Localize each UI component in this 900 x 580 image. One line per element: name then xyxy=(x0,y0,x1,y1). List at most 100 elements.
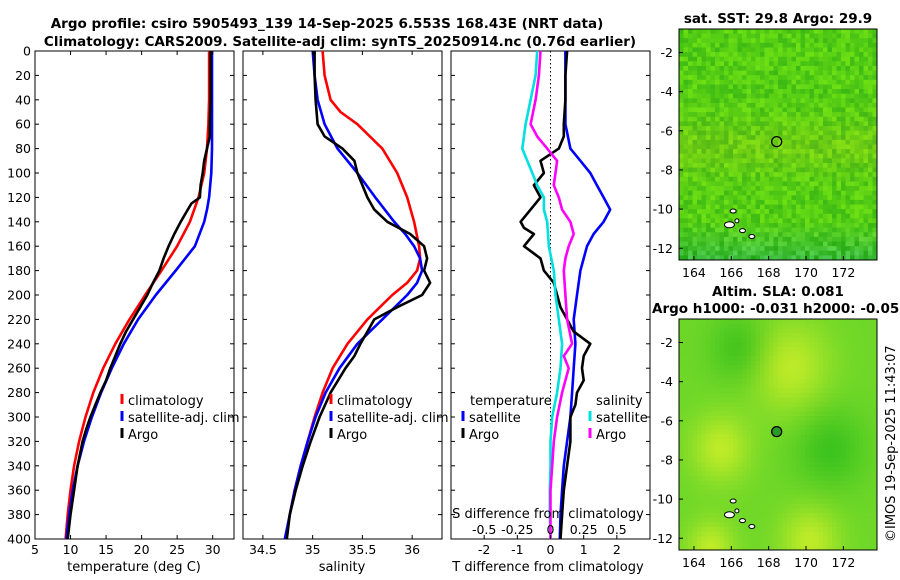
sst-island xyxy=(734,218,740,224)
difference-series-salinity-satellite xyxy=(520,51,564,539)
sla-island xyxy=(739,518,747,524)
depth-tick-label: 80 xyxy=(15,141,31,156)
temperature-series-argo xyxy=(66,51,212,539)
sst-ytick-label: -4 xyxy=(661,84,674,99)
sla-xtick-label: 166 xyxy=(719,555,743,570)
temperature-xtick-label: 15 xyxy=(98,542,114,557)
temperature-difference-legend: temperature satellite Argo xyxy=(461,394,552,443)
sst-xtick-label: 166 xyxy=(719,265,743,280)
temperature-legend-satellite-adj-clim: satellite-adj. clim xyxy=(128,411,240,426)
sst-island xyxy=(723,221,735,229)
sla-xtick-label: 172 xyxy=(831,555,855,570)
sst-argo-location-marker xyxy=(771,135,783,148)
sst-heatmap xyxy=(679,29,877,260)
sst-xtick-label: 172 xyxy=(831,265,855,280)
difference-xtick-label: 2 xyxy=(613,542,621,557)
difference-series-temperature-argo xyxy=(519,51,592,539)
sst-ytick-label: -10 xyxy=(653,202,673,217)
t-difference-xlabel: T difference from climatology xyxy=(451,560,644,575)
difference-top-tick-label: 0.5 xyxy=(607,522,627,537)
sla-map-frame xyxy=(678,318,878,551)
depth-tick-label: 300 xyxy=(7,410,31,425)
depth-tick-label: 360 xyxy=(7,483,31,498)
sla-ytick-label: -4 xyxy=(661,374,674,389)
sst-ytick-label: -6 xyxy=(661,123,674,138)
sla-xtick-label: 164 xyxy=(682,555,706,570)
sla-argo-location-marker xyxy=(771,425,783,438)
difference-top-tick-label: -0.5 xyxy=(472,522,496,537)
temperature-panel: 5 10 15 20 25 3002040608010012014016018020022… xyxy=(7,44,239,576)
sst-xtick-label: 168 xyxy=(757,265,781,280)
temperature-xtick-label: 20 xyxy=(134,542,150,557)
sst-ytick-label: -2 xyxy=(661,45,673,60)
temperature-difference-legend-satellite: satellite xyxy=(469,411,521,426)
sst-ytick-label: -8 xyxy=(661,162,674,177)
sst-map-frame xyxy=(678,28,878,261)
sst-island xyxy=(729,208,737,214)
depth-tick-label: 320 xyxy=(7,434,31,449)
salinity-xtick-label: 36 xyxy=(404,542,420,557)
difference-top-tick-label: 0 xyxy=(547,522,555,537)
depth-tick-label: 220 xyxy=(7,312,31,327)
sla-map-subtitle: Argo h1000: -0.031 h2000: -0.053 xyxy=(652,301,900,317)
depth-tick-label: 400 xyxy=(7,532,31,547)
sst-map-title: sat. SST: 29.8 Argo: 29.9 xyxy=(684,11,872,27)
sst-xtick-label: 170 xyxy=(794,265,818,280)
temperature-series-climatology xyxy=(64,51,211,539)
sst-ytick-label: -12 xyxy=(653,241,673,256)
salinity-difference-legend-heading: salinity xyxy=(596,394,643,409)
sla-xtick-label: 168 xyxy=(757,555,781,570)
difference-xtick-label: -2 xyxy=(478,542,490,557)
sla-island xyxy=(734,508,740,514)
temperature-xtick-label: 30 xyxy=(205,542,221,557)
temperature-xtick-label: 25 xyxy=(169,542,185,557)
depth-tick-label: 160 xyxy=(7,239,31,254)
depth-tick-label: 140 xyxy=(7,214,31,229)
salinity-xlabel: salinity xyxy=(319,560,366,575)
temperature-xtick-label: 10 xyxy=(63,542,79,557)
salinity-xtick-label: 35.5 xyxy=(348,542,376,557)
difference-series-salinity-argo xyxy=(529,51,576,539)
sla-ytick-label: -10 xyxy=(653,492,673,507)
sla-island xyxy=(748,524,756,530)
sla-map-title: Altim. SLA: 0.081 xyxy=(712,284,844,300)
depth-tick-label: 340 xyxy=(7,458,31,473)
depth-tick-label: 280 xyxy=(7,385,31,400)
difference-panel: -2 -1 0 1 2 S difference from climatology -0… xyxy=(450,50,651,575)
difference-top-tick-label: -0.25 xyxy=(501,522,533,537)
salinity-difference-legend-satellite: satellite xyxy=(596,411,648,426)
temperature-legend-argo: Argo xyxy=(128,428,158,443)
salinity-panel: 34.5 35 35.5 36 salinity climatology satelli… xyxy=(242,50,449,575)
depth-tick-label: 120 xyxy=(7,190,31,205)
depth-tick-label: 20 xyxy=(15,68,31,83)
sla-island xyxy=(723,511,735,519)
temperature-difference-legend-heading: temperature xyxy=(470,394,552,409)
temperature-xtick-label: 5 xyxy=(31,542,39,557)
salinity-difference-legend: salinity satellite Argo xyxy=(588,394,648,443)
salinity-legend-climatology: climatology xyxy=(337,394,413,409)
depth-tick-label: 380 xyxy=(7,507,31,522)
temperature-axes-frame xyxy=(34,50,235,540)
depth-tick-label: 200 xyxy=(7,288,31,303)
difference-xtick-label: -1 xyxy=(511,542,523,557)
sla-ytick-label: -12 xyxy=(653,531,673,546)
salinity-legend: climatology satellite-adj. clim Argo xyxy=(329,394,449,443)
depth-tick-label: 40 xyxy=(15,92,31,107)
salinity-axes-frame xyxy=(242,50,443,540)
sst-xtick-label: 164 xyxy=(682,265,706,280)
sst-island xyxy=(748,234,756,240)
imos-credit: ©IMOS 19-Sep-2025 11:43:07 xyxy=(884,345,899,542)
depth-tick-label: 260 xyxy=(7,361,31,376)
sla-ytick-label: -6 xyxy=(661,413,674,428)
difference-xtick-label: 1 xyxy=(580,542,588,557)
depth-tick-label: 60 xyxy=(15,117,31,132)
sla-heatmap xyxy=(679,319,877,550)
temperature-xlabel: temperature (deg C) xyxy=(67,560,201,575)
sla-map-panel: Altim. SLA: 0.081 Argo h1000: -0.031 h20… xyxy=(652,284,900,570)
sst-island xyxy=(739,228,747,234)
depth-tick-label: 0 xyxy=(23,44,31,59)
salinity-legend-argo: Argo xyxy=(337,428,367,443)
sla-ytick-label: -8 xyxy=(661,452,674,467)
sla-island xyxy=(729,498,737,504)
